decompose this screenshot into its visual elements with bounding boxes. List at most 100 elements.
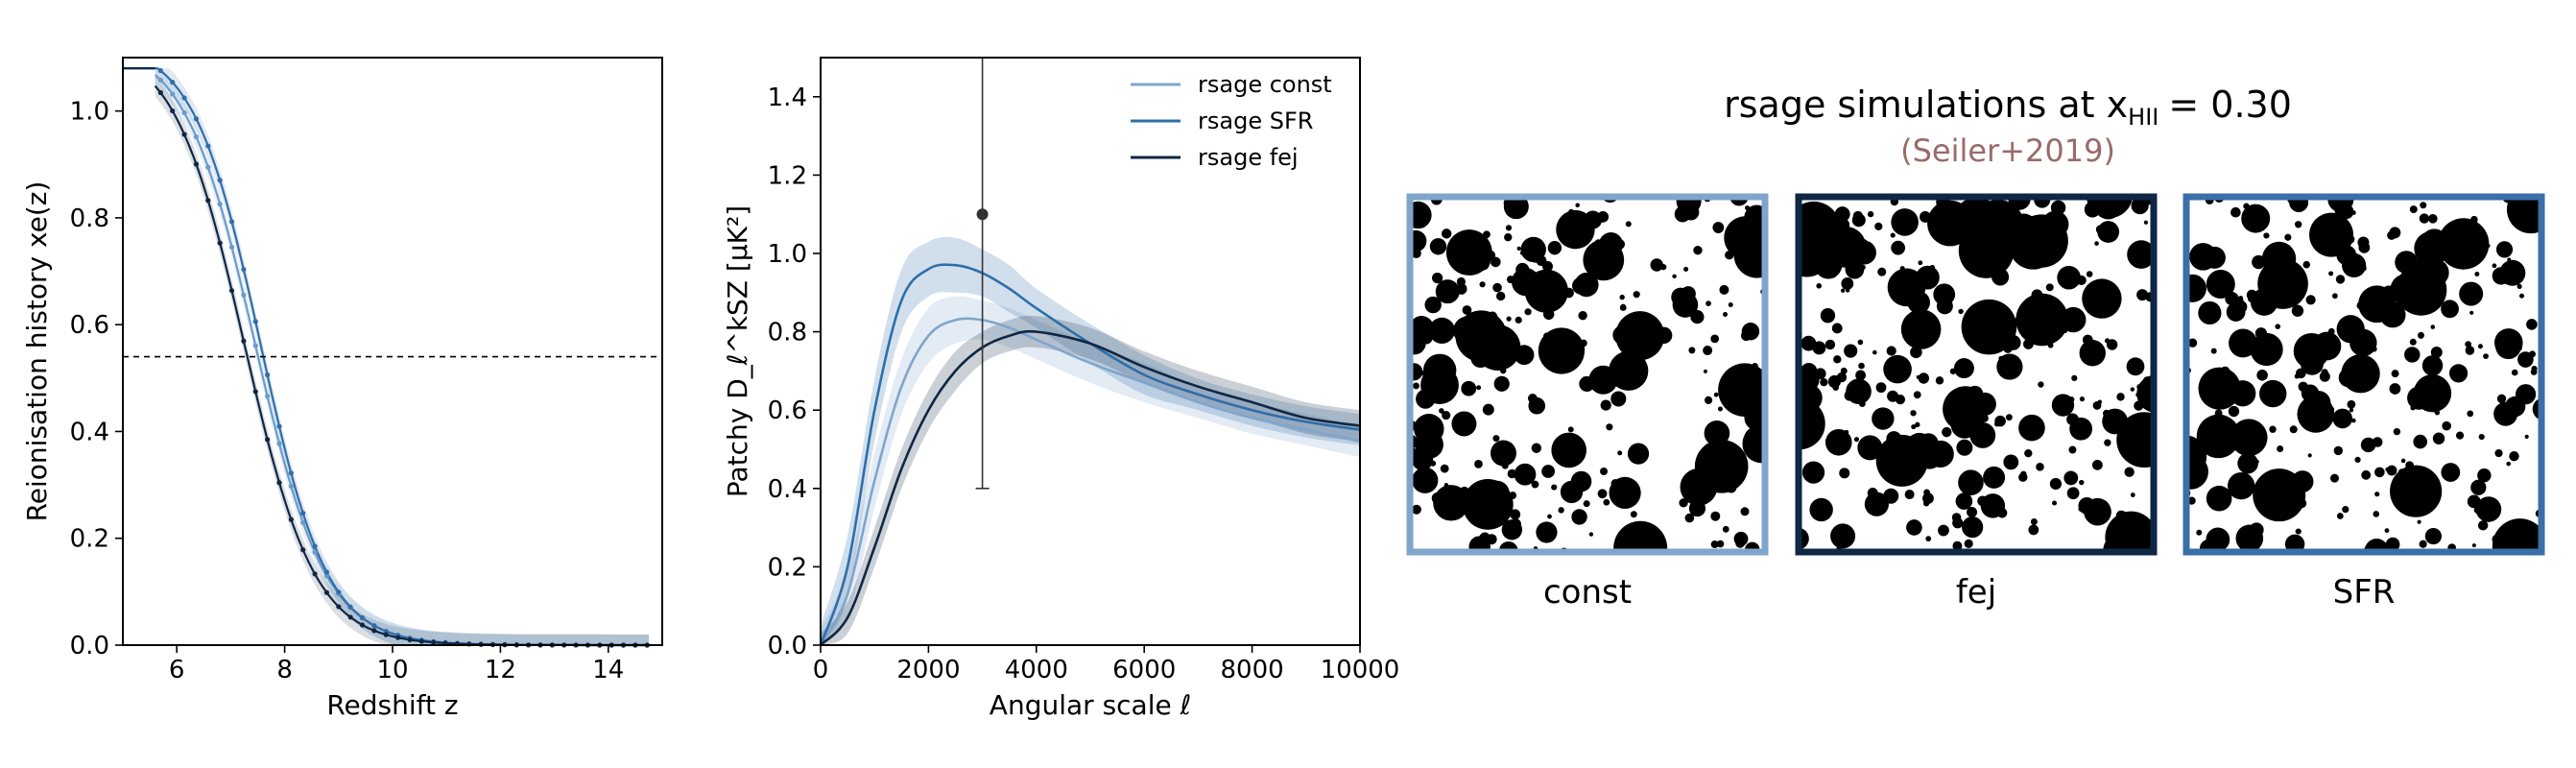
region	[1958, 308, 1964, 315]
region	[2036, 463, 2044, 471]
region	[1495, 291, 1506, 301]
region	[2189, 496, 2196, 505]
simulation-maps-panel: rsage simulations at xHII = 0.30 (Seiler+…	[1406, 84, 2545, 612]
region	[2311, 413, 2318, 419]
region	[1872, 349, 1877, 355]
region	[1963, 242, 1974, 253]
region	[2390, 465, 2443, 517]
region	[1541, 465, 1556, 478]
region	[1995, 254, 2001, 259]
region	[2349, 328, 2377, 357]
region	[1614, 239, 1626, 250]
data-point	[276, 480, 282, 486]
region	[2227, 471, 2255, 500]
region	[2410, 404, 2416, 411]
region	[1752, 362, 1758, 370]
region	[2028, 524, 2039, 536]
region	[1956, 439, 1973, 456]
region	[2095, 225, 2106, 234]
region	[1745, 541, 1760, 549]
region	[1741, 322, 1760, 341]
region	[2057, 265, 2081, 290]
region	[1490, 440, 1516, 467]
region	[1682, 204, 1700, 221]
region	[2189, 435, 2207, 478]
region	[1872, 407, 1895, 430]
region	[1953, 358, 1974, 379]
region	[1931, 228, 1936, 233]
region	[1617, 450, 1623, 456]
region	[1520, 236, 1546, 263]
region	[1571, 509, 1587, 525]
data-point	[418, 638, 424, 644]
map-label: const	[1543, 573, 1632, 612]
region	[1413, 201, 1432, 229]
region	[2469, 310, 2474, 315]
region	[2015, 293, 2068, 347]
region	[1887, 268, 1926, 307]
region	[1832, 384, 1839, 392]
region	[1958, 469, 1984, 496]
series-line	[154, 84, 649, 647]
region	[1692, 300, 1699, 306]
region	[1509, 492, 1517, 499]
region	[1610, 478, 1620, 489]
region	[2052, 500, 2058, 506]
data-point	[228, 288, 235, 294]
region	[2338, 368, 2358, 388]
region	[2243, 203, 2250, 210]
region	[2068, 396, 2075, 403]
region	[2430, 324, 2436, 329]
region	[1983, 466, 2006, 489]
region	[1867, 210, 1874, 218]
map-border	[1795, 193, 2158, 556]
region	[1857, 339, 1864, 346]
data-point	[312, 571, 318, 577]
region	[2385, 537, 2400, 549]
region	[1844, 344, 1858, 358]
region	[2333, 445, 2344, 456]
region	[1938, 524, 1949, 537]
region	[1933, 283, 1956, 306]
region	[2009, 213, 2039, 242]
region	[2252, 254, 2266, 270]
region	[1913, 391, 1921, 399]
region	[1456, 276, 1466, 287]
region	[1506, 316, 1512, 322]
region	[1994, 415, 2006, 427]
region	[2535, 510, 2539, 517]
y-tick-label: 0.0	[70, 632, 109, 660]
region	[2378, 295, 2389, 305]
region	[2385, 467, 2390, 472]
region	[1952, 517, 1964, 529]
region	[2228, 405, 2240, 418]
region	[2230, 380, 2256, 407]
region	[1925, 536, 1932, 542]
region	[2034, 200, 2051, 208]
y-tick-label: 0.8	[768, 319, 807, 348]
region	[2530, 369, 2538, 375]
region	[1461, 380, 1477, 396]
region	[1836, 372, 1848, 383]
region	[1906, 519, 1922, 536]
map-label: fej	[1956, 573, 1996, 612]
region	[2404, 347, 2421, 363]
region	[2031, 289, 2043, 301]
region	[2499, 259, 2526, 286]
region	[1828, 270, 1837, 278]
region	[1680, 468, 1718, 506]
region	[1825, 339, 1836, 350]
region	[2459, 281, 2484, 306]
region	[2419, 213, 2430, 224]
region	[1688, 347, 1696, 354]
region	[2328, 271, 2334, 276]
region	[2254, 327, 2267, 340]
region	[1513, 345, 1525, 357]
region	[1744, 403, 1762, 432]
region	[2123, 451, 2132, 460]
region	[2143, 220, 2149, 225]
region	[2196, 529, 2203, 536]
y-tick-label: 1.0	[70, 98, 109, 127]
region	[2008, 200, 2031, 210]
